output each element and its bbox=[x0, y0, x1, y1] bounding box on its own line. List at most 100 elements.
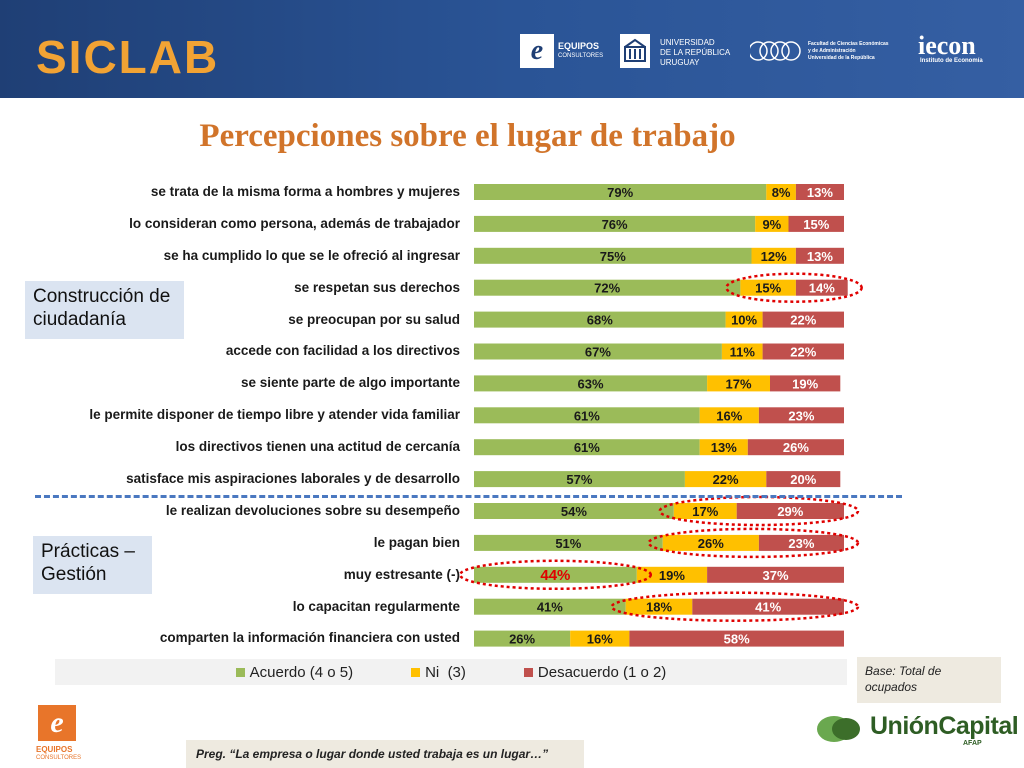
bar-segment-acuerdo bbox=[474, 311, 726, 328]
group-label-gestion: Prácticas – Gestión bbox=[33, 536, 152, 594]
equipos-e-icon: e bbox=[520, 34, 554, 68]
header-banner: SICLAB e EQUIPOS CONSULTORES UNIVERSIDAD… bbox=[0, 0, 1024, 98]
highlight-ellipse bbox=[610, 591, 860, 622]
category-label: lo capacitan regularmente bbox=[292, 599, 460, 614]
group-label-ciudadania: Construcción de ciudadanía bbox=[25, 281, 184, 339]
unioncapital-text: UniónCapital bbox=[870, 712, 1019, 740]
bar-segment-acuerdo bbox=[474, 598, 626, 615]
bar-segment-acuerdo bbox=[474, 503, 674, 519]
iecon-logo-subtext: Instituto de Economía bbox=[920, 58, 983, 64]
footer-equipos-e-icon: e bbox=[38, 705, 76, 741]
data-label-ni: 12% bbox=[761, 249, 787, 264]
legend-swatch-ni bbox=[411, 667, 421, 677]
category-label: le pagan bien bbox=[373, 535, 460, 550]
data-label-ni: 10% bbox=[731, 313, 757, 328]
data-label-ni: 16% bbox=[587, 632, 613, 647]
legend-item-ni: Ni (3) bbox=[411, 664, 466, 681]
bar-segment-ni bbox=[699, 439, 748, 456]
data-label-desacuerdo: 13% bbox=[807, 249, 833, 264]
chart-legend: Acuerdo (4 o 5) Ni (3) Desacuerdo (1 o 2… bbox=[55, 659, 847, 685]
bar-segment-desacuerdo bbox=[795, 279, 848, 296]
category-label: comparten la información financiera con … bbox=[159, 630, 460, 645]
bar-segment-desacuerdo bbox=[629, 630, 844, 647]
bar-segment-desacuerdo bbox=[770, 375, 841, 392]
data-label-desacuerdo: 22% bbox=[790, 313, 816, 328]
data-label-acuerdo: 72% bbox=[594, 281, 620, 296]
data-label-desacuerdo: 19% bbox=[792, 376, 818, 391]
data-label-desacuerdo: 20% bbox=[790, 472, 816, 487]
category-label: se ha cumplido lo que se le ofreció al i… bbox=[163, 248, 460, 263]
bar-segment-acuerdo bbox=[474, 471, 685, 488]
data-label-acuerdo: 57% bbox=[566, 472, 592, 487]
data-label-ni: 17% bbox=[726, 376, 752, 391]
data-label-acuerdo: 67% bbox=[585, 345, 611, 360]
udelar-line-3: URUGUAY bbox=[660, 58, 700, 67]
page-title: Percepciones sobre el lugar de trabajo bbox=[199, 118, 736, 154]
brand-logo: SICLAB bbox=[36, 31, 220, 83]
bar-segment-desacuerdo bbox=[762, 343, 844, 360]
data-label-desacuerdo: 58% bbox=[724, 632, 750, 647]
category-label: le permite disponer de tiempo libre y at… bbox=[89, 407, 460, 422]
data-label-desacuerdo: 41% bbox=[755, 600, 781, 615]
highlight-ellipse bbox=[658, 495, 860, 527]
data-label-acuerdo: 61% bbox=[574, 408, 600, 423]
legend-label-ni: Ni (3) bbox=[425, 663, 466, 681]
equipos-logo-subtext: CONSULTORES bbox=[558, 53, 604, 59]
data-label-desacuerdo: 14% bbox=[809, 281, 835, 296]
fcea-line-2: y de Administración bbox=[808, 48, 856, 54]
bar-segment-ni bbox=[755, 215, 789, 232]
bar-segment-ni bbox=[684, 471, 767, 488]
data-label-ni: 13% bbox=[711, 440, 737, 455]
legend-swatch-desacuerdo bbox=[523, 667, 533, 677]
data-label-ni: 26% bbox=[698, 536, 724, 551]
udelar-line-2: DE LA REPÚBLICA bbox=[660, 48, 731, 57]
data-label-acuerdo: 44% bbox=[540, 567, 570, 584]
bar-segment-ni bbox=[636, 566, 708, 583]
bar-segment-ni bbox=[662, 534, 759, 551]
bar-segment-desacuerdo bbox=[758, 407, 844, 424]
fcea-rings-icon bbox=[750, 41, 801, 61]
legend-label-acuerdo: Acuerdo (4 o 5) bbox=[249, 663, 354, 681]
data-label-acuerdo: 61% bbox=[574, 440, 600, 455]
data-label-ni: 19% bbox=[659, 568, 685, 583]
data-label-desacuerdo: 23% bbox=[788, 536, 814, 551]
legend-label-desacuerdo: Desacuerdo (1 o 2) bbox=[537, 663, 667, 681]
bar-segment-desacuerdo bbox=[766, 471, 841, 488]
bar-segment-acuerdo bbox=[474, 534, 663, 551]
category-label: satisface mis aspiraciones laborales y d… bbox=[126, 471, 460, 486]
bar-segment-desacuerdo bbox=[788, 215, 844, 232]
data-label-desacuerdo: 22% bbox=[790, 345, 816, 360]
bar-segment-acuerdo bbox=[474, 247, 752, 264]
bar-segment-acuerdo bbox=[474, 630, 571, 647]
data-label-ni: 16% bbox=[716, 408, 742, 423]
data-label-ni: 15% bbox=[755, 281, 781, 296]
category-label: muy estresante (-) bbox=[343, 567, 460, 582]
bar-segment-acuerdo bbox=[474, 375, 708, 392]
equipos-logo-text: EQUIPOS bbox=[558, 41, 600, 51]
data-label-desacuerdo: 13% bbox=[807, 185, 833, 200]
data-label-ni: 8% bbox=[772, 185, 791, 200]
fcea-line-1: Facultad de Ciencias Económicas bbox=[808, 41, 889, 47]
bar-segment-desacuerdo bbox=[762, 311, 844, 328]
bar-segment-acuerdo bbox=[474, 407, 700, 424]
data-label-desacuerdo: 26% bbox=[783, 440, 809, 455]
bar-segment-acuerdo bbox=[474, 215, 756, 232]
data-label-desacuerdo: 15% bbox=[803, 217, 829, 232]
category-label: lo consideran como persona, además de tr… bbox=[129, 216, 460, 231]
bar-segment-acuerdo bbox=[474, 439, 700, 456]
question-note: Preg. “La empresa o lugar donde usted tr… bbox=[186, 740, 584, 768]
bar-segment-acuerdo bbox=[474, 184, 767, 200]
data-label-desacuerdo: 29% bbox=[777, 504, 803, 519]
unioncapital-logo: UniónCapital AFAP bbox=[816, 710, 1019, 750]
udelar-line-1: UNIVERSIDAD bbox=[660, 38, 715, 47]
highlight-ellipse bbox=[725, 272, 863, 303]
iecon-logo: iecon Instituto de Economía bbox=[918, 32, 1008, 72]
unioncapital-subtext: AFAP bbox=[963, 740, 982, 747]
unioncapital-leaf-icon bbox=[817, 716, 860, 742]
bar-segment-desacuerdo bbox=[758, 534, 844, 551]
bar-segment-acuerdo bbox=[474, 566, 637, 583]
bar-segment-ni bbox=[625, 598, 693, 615]
footer-equipos-logo: e EQUIPOS CONSULTORES bbox=[36, 705, 81, 765]
bar-segment-desacuerdo bbox=[692, 598, 844, 615]
data-label-acuerdo: 76% bbox=[602, 217, 628, 232]
